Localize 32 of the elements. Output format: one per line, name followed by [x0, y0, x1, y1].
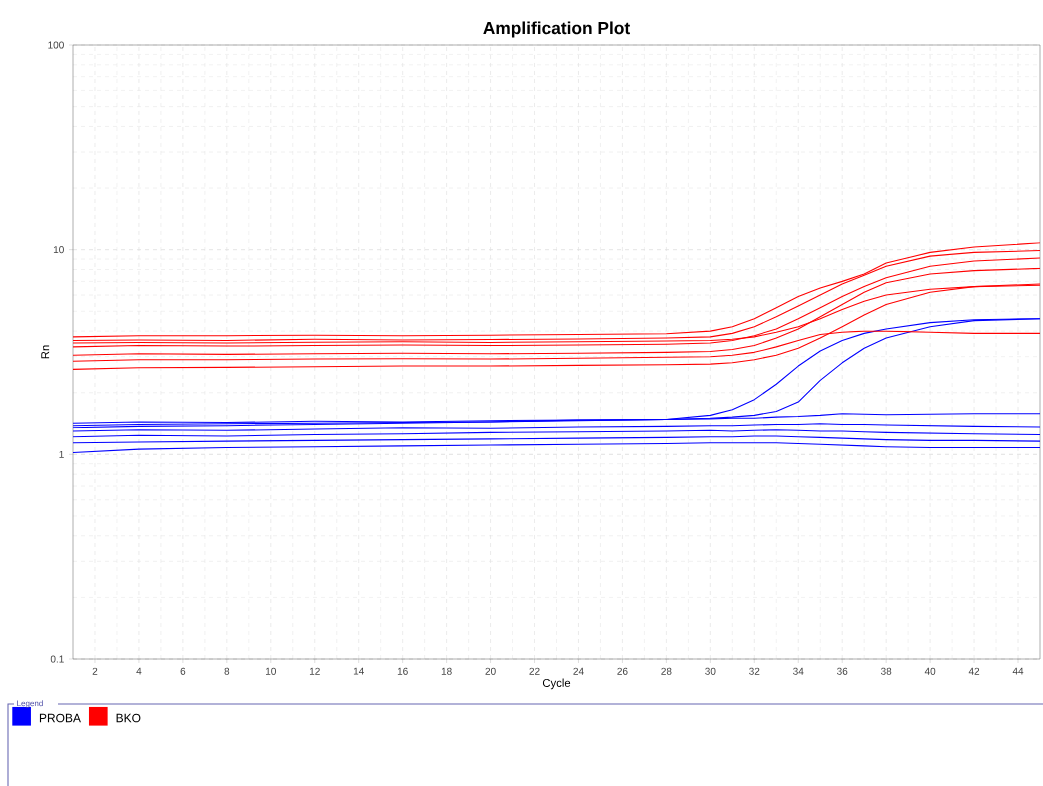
- x-tick-label: 40: [924, 667, 936, 675]
- x-tick-label: 6: [180, 667, 186, 675]
- x-tick-label: 20: [485, 667, 496, 675]
- legend-title: Legend: [17, 700, 43, 708]
- x-tick-label: 8: [224, 667, 230, 675]
- chart-title: Amplification Plot: [483, 21, 630, 38]
- y-tick-label: 0.1: [50, 655, 64, 663]
- x-tick-label: 28: [661, 667, 672, 675]
- x-tick-label: 12: [309, 667, 320, 675]
- x-tick-label: 30: [705, 667, 716, 675]
- x-tick-label: 16: [397, 667, 408, 675]
- x-tick-label: 10: [265, 667, 276, 675]
- x-tick-label: 42: [968, 667, 980, 675]
- x-tick-label: 44: [1012, 667, 1024, 675]
- x-tick-label: 4: [136, 667, 142, 675]
- x-tick-label: 24: [573, 667, 584, 675]
- x-tick-label: 22: [529, 667, 540, 675]
- x-tick-label: 18: [441, 667, 452, 675]
- x-tick-label: 32: [749, 667, 760, 675]
- legend-label: BKO: [116, 713, 141, 723]
- x-axis-title: Cycle: [542, 678, 571, 690]
- y-tick-label: 100: [48, 41, 64, 49]
- y-axis-title: Rn: [41, 345, 50, 359]
- x-tick-label: 2: [92, 667, 98, 675]
- x-tick-label: 36: [837, 667, 848, 675]
- x-tick-label: 34: [793, 667, 804, 675]
- x-tick-label: 26: [617, 667, 628, 675]
- x-tick-label: 38: [880, 667, 892, 675]
- y-tick-label: 10: [53, 246, 64, 254]
- y-tick-label: 1: [59, 450, 64, 458]
- legend-label: PROBA: [39, 713, 81, 723]
- x-tick-label: 14: [353, 667, 364, 675]
